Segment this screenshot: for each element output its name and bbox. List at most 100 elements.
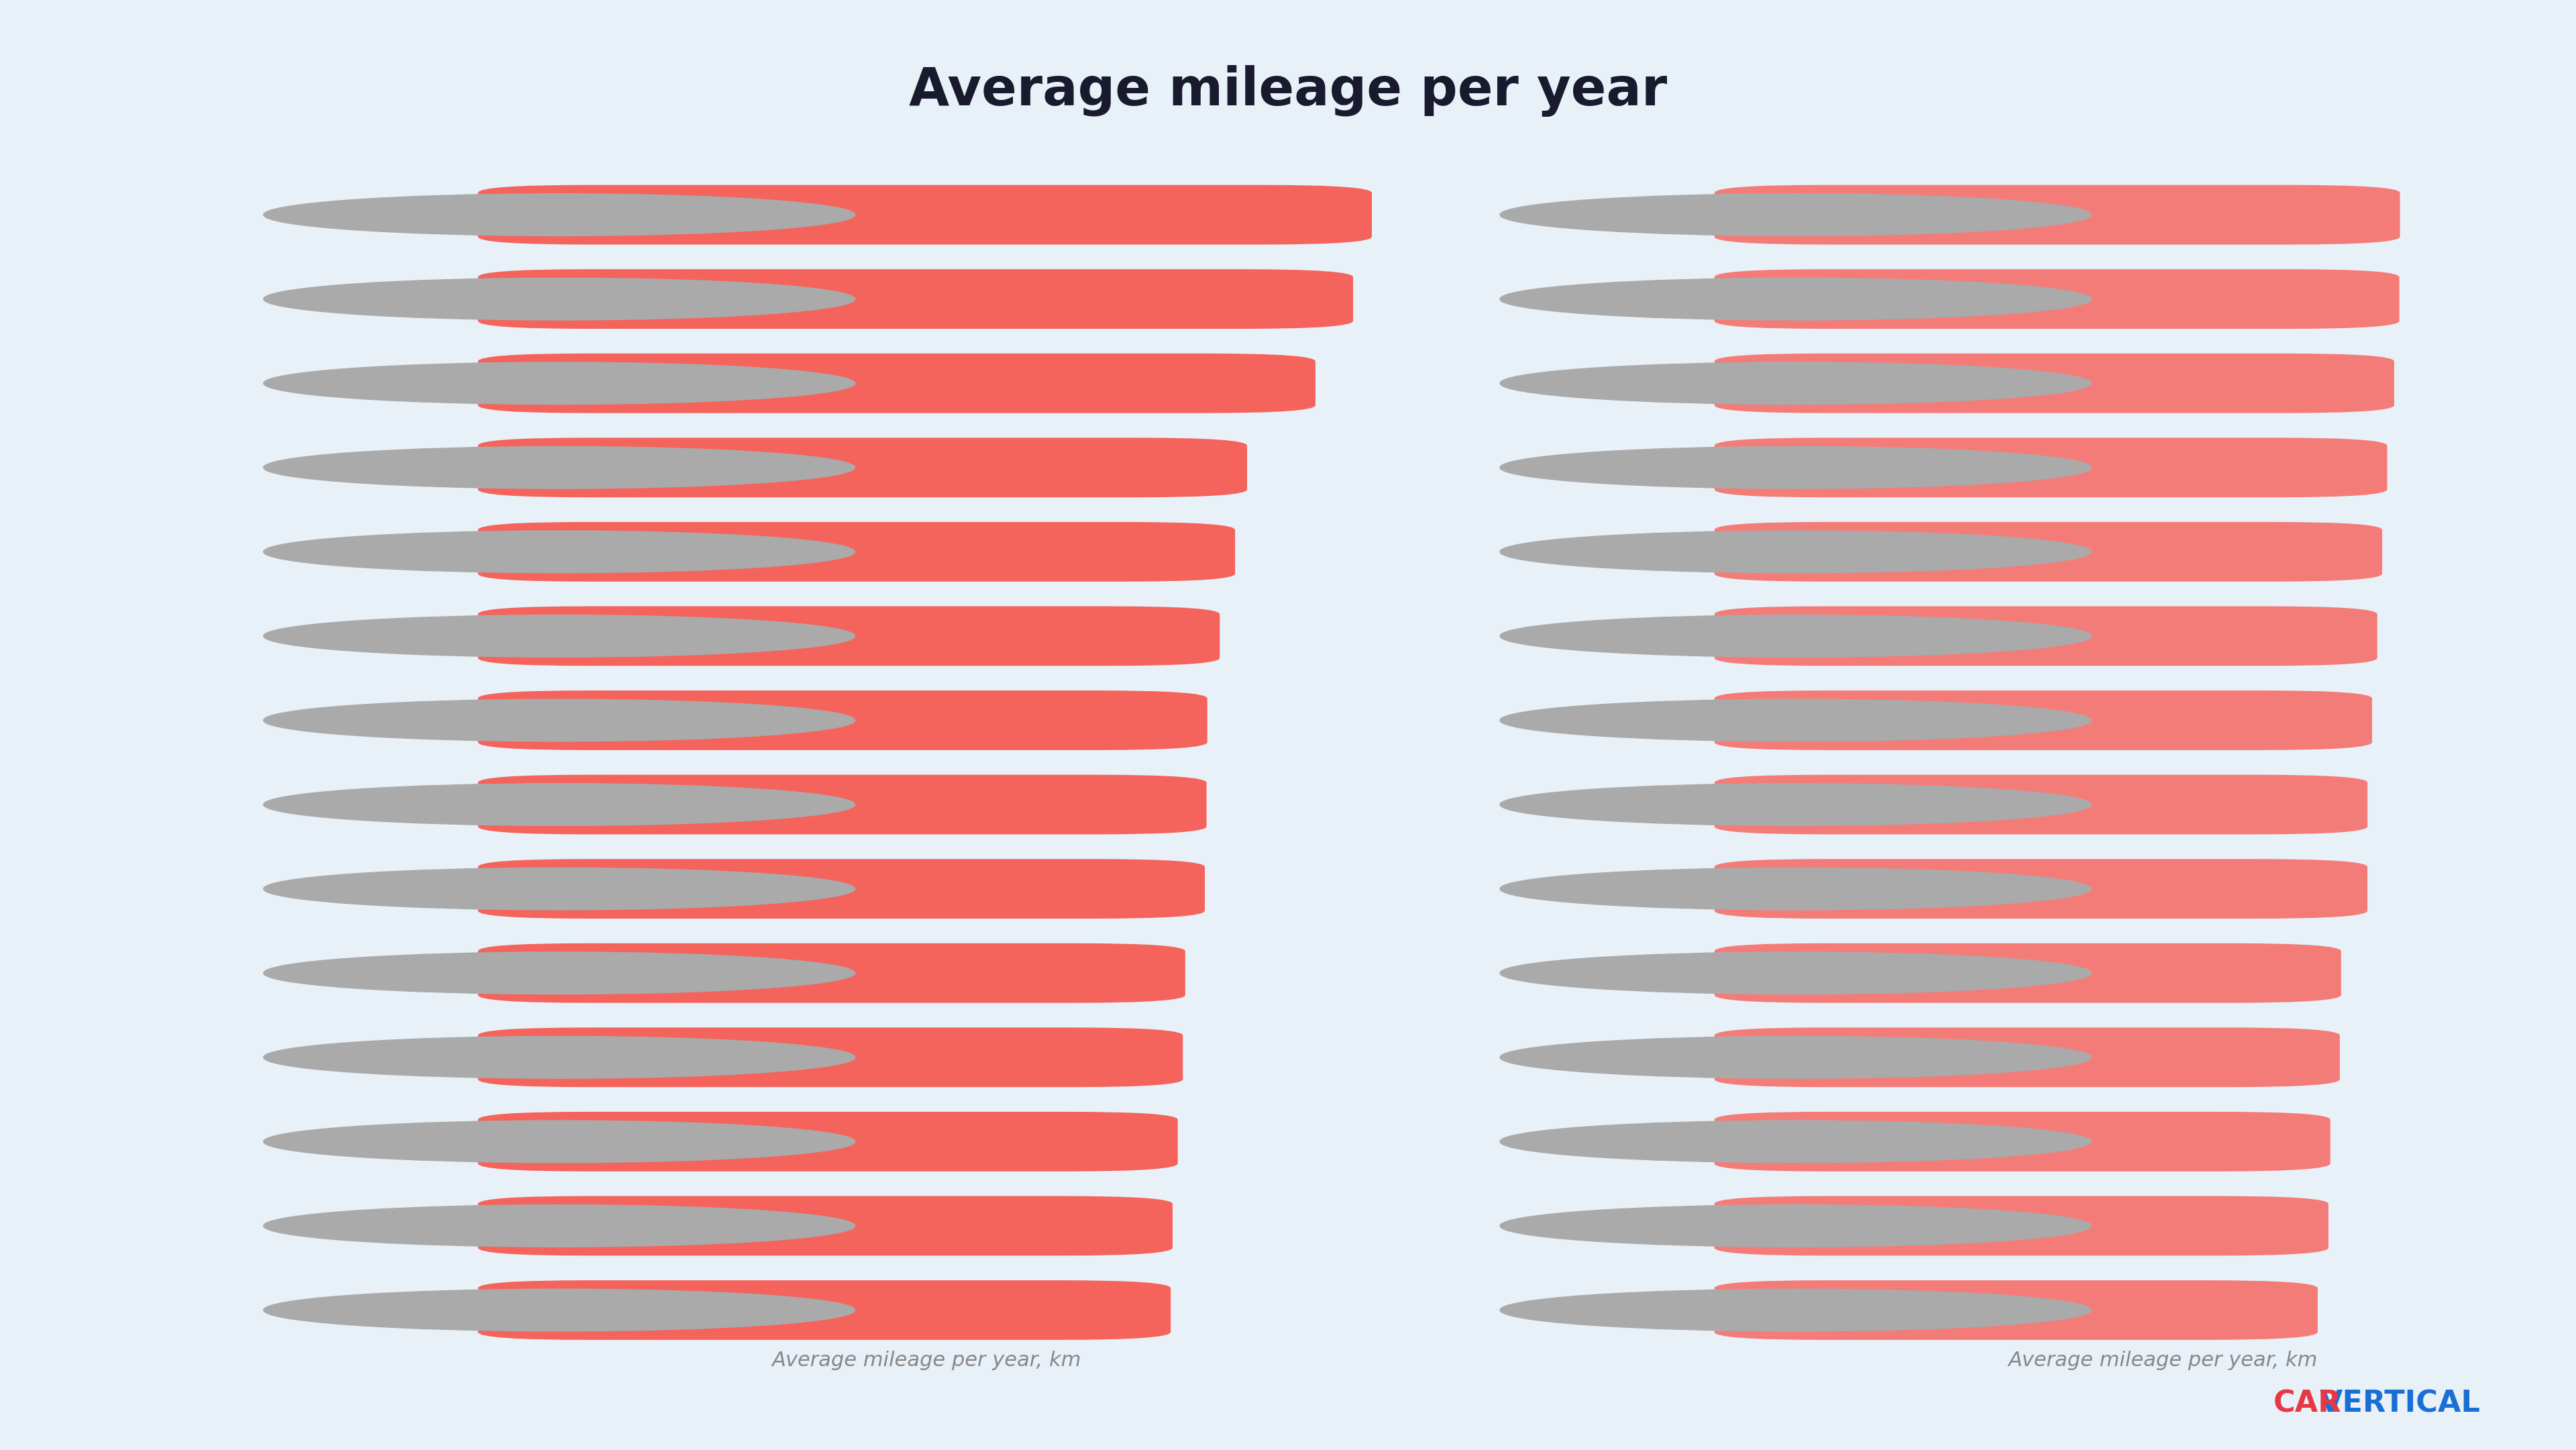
Text: 24,308: 24,308 xyxy=(611,455,711,480)
Circle shape xyxy=(1499,953,2092,995)
Circle shape xyxy=(1499,1289,2092,1331)
Text: Lithuania: Lithuania xyxy=(1636,958,1767,987)
Circle shape xyxy=(263,447,855,489)
Circle shape xyxy=(1499,194,2092,236)
Text: 16,941: 16,941 xyxy=(1847,1298,1947,1322)
Text: Romania: Romania xyxy=(1643,370,1767,397)
FancyBboxPatch shape xyxy=(479,858,1206,919)
Circle shape xyxy=(1499,1037,2092,1079)
Text: 22,509: 22,509 xyxy=(611,792,711,818)
Text: 29,851: 29,851 xyxy=(611,202,711,228)
Text: 17,501: 17,501 xyxy=(1847,1130,1947,1154)
Circle shape xyxy=(263,531,855,573)
FancyBboxPatch shape xyxy=(479,1112,1177,1172)
Text: Czechia: Czechia xyxy=(1656,790,1767,819)
Text: Switzerland: Switzerland xyxy=(1602,874,1767,903)
Text: 23,094: 23,094 xyxy=(611,624,711,648)
Text: 21,457: 21,457 xyxy=(611,1044,711,1070)
Text: 20,594: 20,594 xyxy=(1847,202,1947,228)
FancyBboxPatch shape xyxy=(479,606,1218,666)
Text: USA: USA xyxy=(1708,1296,1767,1324)
Text: Portugal: Portugal xyxy=(1651,284,1767,313)
FancyBboxPatch shape xyxy=(479,1196,1172,1256)
FancyBboxPatch shape xyxy=(1716,944,2342,1003)
Text: France: France xyxy=(438,538,531,566)
Text: 21,230: 21,230 xyxy=(611,1130,711,1154)
Text: Denmark: Denmark xyxy=(402,370,531,397)
Circle shape xyxy=(263,278,855,320)
FancyBboxPatch shape xyxy=(479,270,1352,329)
Text: 19,155: 19,155 xyxy=(1847,792,1947,818)
Text: 17,925: 17,925 xyxy=(1847,1044,1947,1070)
Circle shape xyxy=(263,1289,855,1331)
FancyBboxPatch shape xyxy=(1716,1112,2331,1172)
Circle shape xyxy=(1499,1205,2092,1247)
FancyBboxPatch shape xyxy=(1716,690,2372,750)
FancyBboxPatch shape xyxy=(479,1028,1182,1088)
Circle shape xyxy=(1499,615,2092,657)
Circle shape xyxy=(1499,1121,2092,1163)
Circle shape xyxy=(263,1121,855,1163)
Text: Poland: Poland xyxy=(1672,1043,1767,1072)
Text: Ukraine: Ukraine xyxy=(1659,538,1767,566)
Text: 27,346: 27,346 xyxy=(611,371,711,396)
FancyBboxPatch shape xyxy=(1716,354,2393,413)
Text: Hungary: Hungary xyxy=(1646,706,1767,734)
FancyBboxPatch shape xyxy=(479,944,1185,1003)
Text: VERTICAL: VERTICAL xyxy=(2321,1389,2481,1418)
Circle shape xyxy=(1499,783,2092,825)
Text: 17,420: 17,420 xyxy=(1847,1214,1947,1238)
FancyBboxPatch shape xyxy=(479,354,1316,413)
Circle shape xyxy=(263,783,855,825)
Circle shape xyxy=(263,1037,855,1079)
FancyBboxPatch shape xyxy=(1716,1028,2339,1088)
Circle shape xyxy=(263,363,855,405)
Text: CAR: CAR xyxy=(2275,1389,2342,1418)
Circle shape xyxy=(1499,699,2092,741)
Text: Spain: Spain xyxy=(451,284,531,313)
Text: Belgium: Belgium xyxy=(415,454,531,481)
Text: 19,151: 19,151 xyxy=(1847,876,1947,902)
Circle shape xyxy=(1499,363,2092,405)
Text: Average mileage per year, km: Average mileage per year, km xyxy=(2009,1351,2318,1370)
FancyBboxPatch shape xyxy=(1716,270,2398,329)
Text: 22,432: 22,432 xyxy=(611,876,711,902)
FancyBboxPatch shape xyxy=(1716,858,2367,919)
FancyBboxPatch shape xyxy=(1716,774,2367,834)
Circle shape xyxy=(1499,447,2092,489)
Circle shape xyxy=(263,953,855,995)
Text: 20,568: 20,568 xyxy=(1847,286,1947,312)
Text: Luxembourg: Luxembourg xyxy=(355,622,531,650)
Text: 21,563: 21,563 xyxy=(611,960,711,986)
FancyBboxPatch shape xyxy=(479,1280,1170,1340)
FancyBboxPatch shape xyxy=(1716,606,2378,666)
Text: 20,999: 20,999 xyxy=(611,1214,711,1238)
FancyBboxPatch shape xyxy=(1716,438,2388,497)
FancyBboxPatch shape xyxy=(479,186,1373,245)
Text: 22,542: 22,542 xyxy=(611,708,711,734)
FancyBboxPatch shape xyxy=(479,774,1206,834)
FancyBboxPatch shape xyxy=(479,438,1247,497)
Circle shape xyxy=(1499,278,2092,320)
Text: 17,980: 17,980 xyxy=(1847,960,1947,986)
FancyBboxPatch shape xyxy=(479,522,1234,581)
Text: Estonia: Estonia xyxy=(1664,1128,1767,1156)
Text: Average mileage per year, km: Average mileage per year, km xyxy=(773,1351,1082,1370)
Text: Slovakia: Slovakia xyxy=(412,1128,531,1156)
Text: Netherlands: Netherlands xyxy=(361,200,531,229)
FancyBboxPatch shape xyxy=(1716,1196,2329,1256)
Circle shape xyxy=(263,615,855,657)
Text: Serbia: Serbia xyxy=(1677,454,1767,481)
Text: Sweden: Sweden xyxy=(420,874,531,903)
Text: Latvia: Latvia xyxy=(1682,1212,1767,1240)
FancyBboxPatch shape xyxy=(479,690,1208,750)
Text: Norway: Norway xyxy=(425,1043,531,1072)
Circle shape xyxy=(263,867,855,909)
Circle shape xyxy=(1499,867,2092,909)
Circle shape xyxy=(263,699,855,741)
Text: 19,357: 19,357 xyxy=(1847,708,1947,734)
Text: Austria: Austria xyxy=(430,958,531,987)
FancyBboxPatch shape xyxy=(1716,186,2401,245)
Text: Bulgaria: Bulgaria xyxy=(415,1212,531,1240)
Circle shape xyxy=(263,194,855,236)
